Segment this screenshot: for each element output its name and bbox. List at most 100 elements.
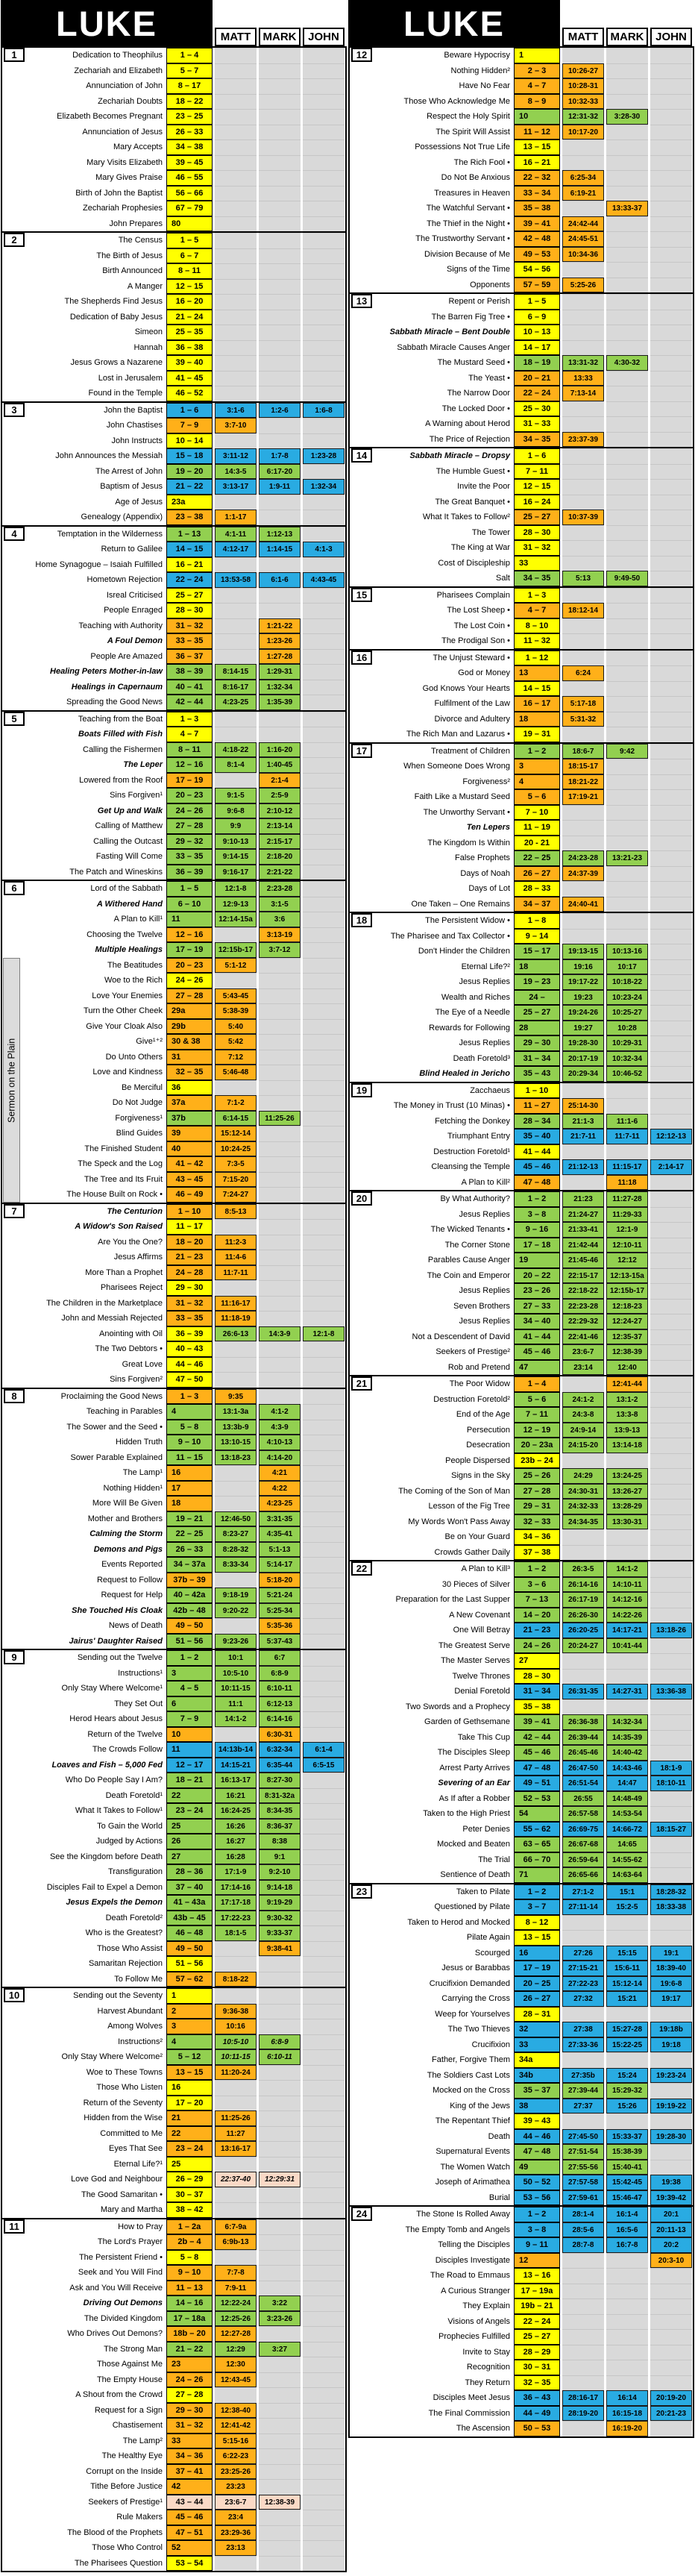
- matt-ref: [215, 154, 257, 170]
- luke-range: 55 – 62: [514, 1821, 560, 1837]
- mark-ref: 1:32-34: [259, 679, 301, 695]
- john-ref: [303, 1650, 345, 1666]
- table-row: Who Drives Out Demons? 18b – 20 12:27-28: [2, 2326, 345, 2342]
- john-ref: [650, 1329, 692, 1344]
- passage-title: Telling the Disciples: [438, 2240, 510, 2249]
- matt-ref: [562, 309, 604, 325]
- matt-ref: [215, 216, 257, 231]
- chapter-number: 12: [351, 48, 372, 62]
- table-row: Love God and Neighbour 26 – 29 22:37-40 12:…: [2, 2172, 345, 2187]
- mark-ref: [606, 881, 648, 897]
- luke-range: 34 – 37: [514, 896, 560, 912]
- luke-range: 54: [514, 1806, 560, 1822]
- passage-title: Sabbath Miracle Causes Anger: [397, 342, 510, 352]
- table-row: Request to Follow 37b – 39 5:18-20: [2, 1572, 345, 1588]
- passage-title: Lost in Jerusalem: [98, 373, 163, 383]
- matt-ref: 5:25-26: [562, 277, 604, 292]
- luke-range: 10: [514, 109, 560, 125]
- passage-title: Sower Parable Explained: [70, 1452, 163, 1462]
- passage-title: Jesus Replies: [459, 1286, 510, 1295]
- luke-range: 41 – 43a: [166, 1895, 213, 1911]
- table-row: When Someone Does Wrong 3 18:15-17: [350, 759, 693, 774]
- table-row: Jesus Replies 3 – 8 21:24-27 11:29-33: [350, 1206, 693, 1222]
- passage-title: Isreal Criticised: [106, 590, 163, 600]
- matt-ref: 8:28-32: [215, 1541, 257, 1557]
- john-ref: [303, 1265, 345, 1280]
- luke-range: 16: [514, 1945, 560, 1961]
- john-ref: [303, 248, 345, 263]
- table-row: Baptism of Jesus 21 – 22 3:13-17 1:9-11 1:32…: [2, 479, 345, 495]
- john-ref: [303, 1203, 345, 1219]
- john-ref: 19:18b: [650, 2022, 692, 2037]
- passage-title: Take This Cup: [457, 1732, 510, 1742]
- luke-range: 45 – 46: [166, 2510, 213, 2525]
- john-ref: [303, 1372, 345, 1388]
- john-ref: [303, 1480, 345, 1496]
- passage-title: The Barren Fig Tree •: [431, 312, 510, 322]
- mark-ref: [606, 603, 648, 618]
- mark-ref: 6:8-9: [259, 1665, 301, 1681]
- table-row: Anointing with Oil 36 – 39 26:6-13 14:3-9 12…: [2, 1326, 345, 1341]
- matt-ref: [562, 2268, 604, 2284]
- table-row: Those Who Assist 49 – 50 9:38-41: [2, 1940, 345, 1956]
- luke-range: 1 – 6: [166, 402, 213, 418]
- luke-range: 19b – 21: [514, 2298, 560, 2314]
- passage-title: Calming the Storm: [89, 1529, 163, 1538]
- john-ref: [303, 927, 345, 942]
- table-row: False Prophets 22 – 25 24:23-28 13:21-23: [350, 850, 693, 866]
- luke-range: 4: [166, 2034, 213, 2049]
- mark-ref: [259, 339, 301, 355]
- luke-range: 21: [166, 2110, 213, 2126]
- mark-ref: [606, 696, 648, 712]
- passage-title: Healing Peters Mother-in-law: [50, 667, 163, 676]
- table-row: Turn the Other Cheek 29a 5:38-39: [2, 1003, 345, 1019]
- passage-title: More Than a Prophet: [85, 1267, 163, 1277]
- john-ref: [650, 1283, 692, 1299]
- john-ref: [303, 1773, 345, 1788]
- matt-ref: [215, 648, 257, 664]
- mark-ref: [606, 2113, 648, 2129]
- luke-range: 5 – 7: [166, 63, 213, 78]
- table-row: Home Synagogue – Isaiah Fulfilled 16 – 21: [2, 557, 345, 572]
- john-ref: [303, 1681, 345, 1696]
- luke-range: 2: [166, 2003, 213, 2019]
- passage-title: Crucifixion Demanded: [429, 1978, 510, 1988]
- matt-ref: [215, 170, 257, 186]
- john-ref: [650, 1653, 692, 1669]
- john-ref: [650, 1253, 692, 1268]
- john-ref: [650, 401, 692, 416]
- john-ref: [650, 928, 692, 944]
- john-ref: [303, 309, 345, 325]
- luke-range: 31 – 34: [514, 1050, 560, 1066]
- table-row: Boats Filled with Fish 4 – 7: [2, 727, 345, 742]
- passage-title: To Follow Me: [114, 1974, 163, 1984]
- table-row: The Disciples Sleep 45 – 46 26:45-46 14:40-…: [350, 1745, 693, 1761]
- mark-ref: 15:6-11: [606, 1961, 648, 1976]
- luke-range: 7 – 11: [514, 1407, 560, 1423]
- mark-ref: [259, 1203, 301, 1219]
- chapter-block-19: Zacchaeus 1 – 10 The Money in Trust (10 Mi…: [350, 1081, 693, 1190]
- john-ref: [303, 170, 345, 186]
- mark-ref: [606, 78, 648, 94]
- luke-range: 80: [166, 216, 213, 231]
- matt-ref: 20:17-19: [562, 1050, 604, 1066]
- matt-ref: 27:35b: [562, 2067, 604, 2083]
- john-ref: [303, 1803, 345, 1819]
- matt-ref: 24:40-41: [562, 896, 604, 912]
- mark-ref: [606, 789, 648, 805]
- luke-range: 42 – 48: [514, 231, 560, 247]
- luke-range: 1 – 8: [514, 913, 560, 929]
- mark-ref: [259, 1219, 301, 1235]
- luke-range: 36 – 39: [166, 864, 213, 880]
- table-row: Great Love 44 – 46: [2, 1356, 345, 1372]
- matt-ref: 7:3-5: [215, 1156, 257, 1172]
- john-ref: 18:1-9: [650, 1760, 692, 1776]
- luke-range: 39 – 41: [514, 1714, 560, 1730]
- mark-ref: 15:27-28: [606, 2022, 648, 2037]
- luke-range: 16 – 21: [166, 557, 213, 572]
- john-ref: [303, 803, 345, 818]
- luke-range: 36 – 39: [166, 1326, 213, 1341]
- luke-range: 23b – 24: [514, 1452, 560, 1468]
- passage-title: Jairus' Daughter Raised: [69, 1636, 163, 1646]
- matt-ref: 26:31-35: [562, 1684, 604, 1699]
